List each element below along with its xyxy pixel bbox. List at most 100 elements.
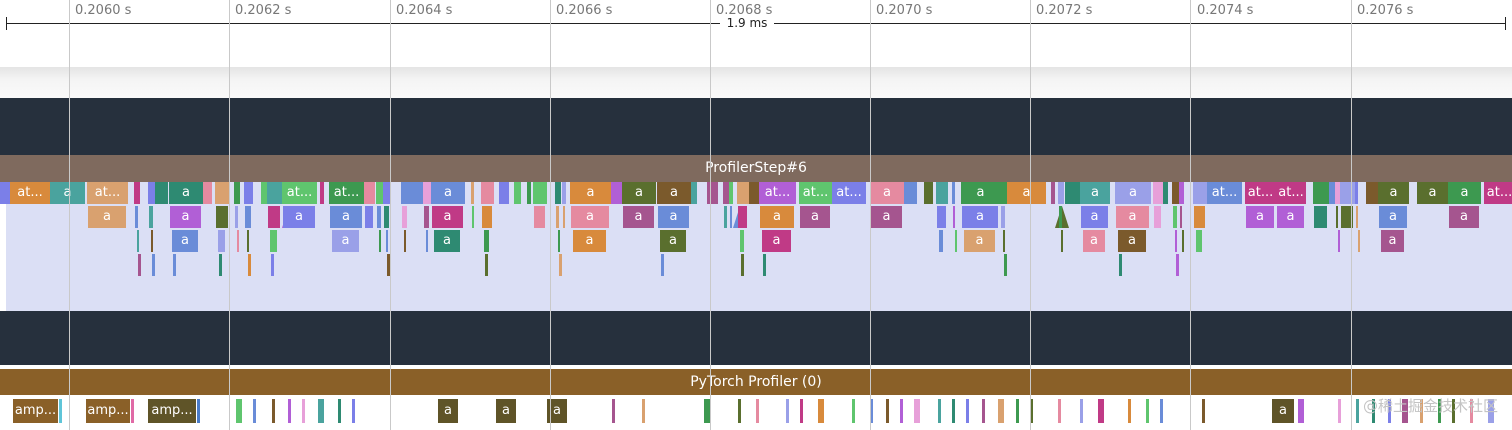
op-slice[interactable]: [749, 182, 759, 204]
op-slice[interactable]: [499, 182, 509, 204]
op-slice[interactable]: [1003, 230, 1005, 252]
op-slice[interactable]: [138, 254, 141, 276]
op-slice[interactable]: [1358, 230, 1360, 252]
annotation-slice[interactable]: [952, 399, 955, 423]
op-slice[interactable]: [1000, 182, 1007, 204]
op-slice[interactable]: [485, 254, 488, 276]
op-slice[interactable]: [482, 206, 492, 228]
op-slice[interactable]: [1355, 182, 1358, 204]
op-slice[interactable]: at...: [10, 182, 50, 204]
op-slice[interactable]: [1154, 206, 1161, 228]
annotation-slice[interactable]: a: [438, 399, 458, 423]
pytorch-profiler-slice[interactable]: PyTorch Profiler (0): [0, 369, 1512, 395]
op-slice[interactable]: [661, 254, 664, 276]
op-slice[interactable]: at...: [1484, 182, 1512, 204]
annotation-slice[interactable]: [1146, 399, 1149, 423]
op-slice[interactable]: [741, 254, 744, 276]
measurement-start-cap[interactable]: [6, 17, 7, 30]
op-slice[interactable]: [173, 254, 176, 276]
op-slice[interactable]: a: [571, 206, 609, 228]
annotation-slice[interactable]: [288, 399, 291, 423]
annotation-slice[interactable]: [1388, 399, 1391, 423]
op-slice[interactable]: [1175, 230, 1177, 252]
op-slice[interactable]: [155, 182, 168, 204]
annotation-slice[interactable]: [800, 399, 803, 423]
op-slice[interactable]: [1356, 206, 1358, 228]
op-slice[interactable]: [1338, 230, 1340, 252]
op-slice[interactable]: [1194, 206, 1205, 228]
op-slice[interactable]: [472, 206, 474, 228]
annotation-slice[interactable]: [1128, 399, 1131, 423]
op-slice[interactable]: a: [658, 206, 689, 228]
op-slice[interactable]: a: [660, 230, 686, 252]
annotation-slice[interactable]: [272, 399, 275, 423]
op-slice[interactable]: a: [573, 230, 606, 252]
annotation-slice[interactable]: [756, 399, 759, 423]
annotation-slice[interactable]: [900, 399, 903, 423]
op-slice[interactable]: at...: [832, 182, 866, 204]
op-slice[interactable]: [404, 230, 406, 252]
op-slice[interactable]: a: [1378, 182, 1409, 204]
op-slice[interactable]: a: [760, 206, 794, 228]
op-slice[interactable]: a: [623, 206, 654, 228]
op-slice[interactable]: [471, 182, 474, 204]
op-slice[interactable]: [562, 182, 566, 204]
annotation-slice[interactable]: [966, 399, 969, 423]
op-slice[interactable]: [1163, 182, 1168, 204]
op-slice[interactable]: [216, 206, 228, 228]
op-slice[interactable]: [270, 230, 277, 252]
op-slice[interactable]: [1182, 230, 1184, 252]
annotation-slice[interactable]: [1058, 399, 1061, 423]
annotation-slice[interactable]: [318, 399, 324, 423]
op-slice[interactable]: [261, 182, 267, 204]
annotation-slice[interactable]: [642, 399, 645, 423]
op-slice[interactable]: [151, 230, 153, 252]
op-slice[interactable]: [763, 254, 766, 276]
op-slice[interactable]: [247, 230, 249, 252]
op-slice[interactable]: at...: [759, 182, 796, 204]
op-slice[interactable]: [271, 254, 274, 276]
op-slice[interactable]: [481, 182, 494, 204]
op-slice[interactable]: [1173, 206, 1177, 228]
op-slice[interactable]: [484, 230, 489, 252]
op-slice[interactable]: [1153, 182, 1163, 204]
op-slice[interactable]: a: [170, 206, 201, 228]
op-slice[interactable]: [1313, 182, 1329, 204]
op-slice[interactable]: [320, 182, 324, 204]
annotation-slice[interactable]: [302, 399, 305, 423]
cpu-thread-track[interactable]: ProfilerStep#6 at... a at... a a a a at... a at..…: [0, 155, 1512, 311]
op-slice[interactable]: a: [1116, 206, 1149, 228]
op-slice[interactable]: a: [1448, 182, 1481, 204]
op-slice[interactable]: [1119, 254, 1122, 276]
annotation-slice[interactable]: [1488, 399, 1494, 423]
profiler-step-slice[interactable]: ProfilerStep#6: [0, 155, 1512, 182]
op-slice[interactable]: a: [172, 230, 198, 252]
annotation-slice[interactable]: [1298, 399, 1304, 423]
op-slice[interactable]: [401, 182, 409, 204]
op-slice[interactable]: a: [88, 206, 126, 228]
annotation-slice[interactable]: [938, 399, 941, 423]
op-slice[interactable]: [376, 182, 383, 204]
op-slice[interactable]: [534, 206, 545, 228]
op-slice[interactable]: at...: [799, 182, 832, 204]
annotation-slice[interactable]: [1160, 399, 1163, 423]
op-slice[interactable]: [1172, 182, 1179, 204]
op-slice[interactable]: [1335, 182, 1340, 204]
annotation-slice[interactable]: [131, 399, 134, 423]
op-slice[interactable]: a: [169, 182, 203, 204]
op-slice[interactable]: [137, 230, 139, 252]
op-slice[interactable]: [953, 206, 955, 228]
op-slice[interactable]: [245, 206, 251, 228]
op-slice[interactable]: a: [1115, 182, 1151, 204]
op-slice[interactable]: a: [762, 230, 791, 252]
op-slice[interactable]: [563, 206, 565, 228]
op-slice[interactable]: a: [870, 182, 904, 204]
annotation-slice[interactable]: [1202, 399, 1205, 423]
op-slice[interactable]: [424, 206, 429, 228]
op-slice[interactable]: [1176, 254, 1179, 276]
op-slice[interactable]: [364, 182, 375, 204]
op-slice[interactable]: [152, 254, 155, 276]
op-slice[interactable]: a: [1118, 230, 1146, 252]
op-slice[interactable]: a: [1246, 206, 1274, 228]
op-slice[interactable]: [1001, 206, 1005, 228]
